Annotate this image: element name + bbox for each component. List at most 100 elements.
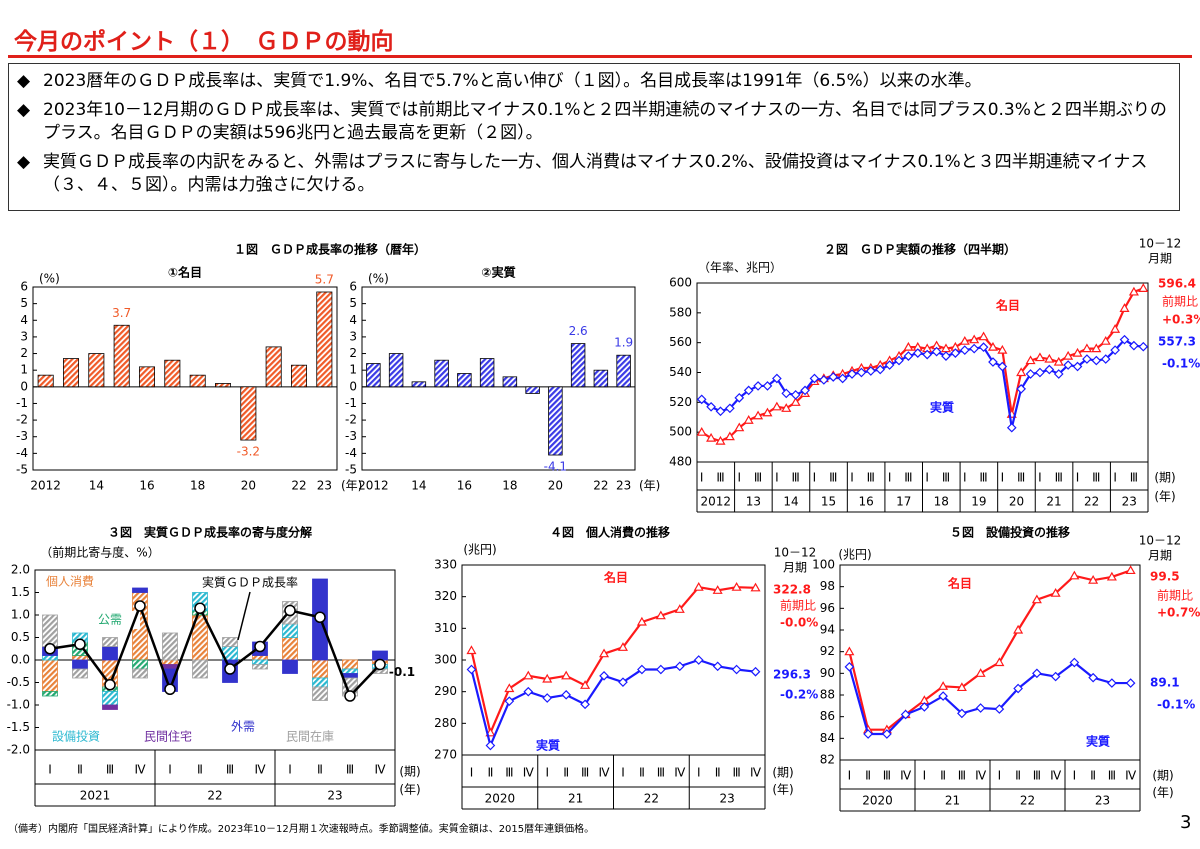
series-label: 実質 — [1086, 734, 1110, 749]
bar-segment — [312, 677, 328, 688]
y-tick-label: 5 — [20, 296, 28, 310]
marker — [194, 602, 206, 614]
marker — [466, 664, 477, 675]
year-label: 2012 — [701, 495, 732, 509]
x-tick-label: 22 — [291, 479, 306, 493]
bar — [37, 374, 54, 388]
year-label: 15 — [821, 495, 836, 509]
marker — [903, 351, 914, 361]
x-tick-label: Ⅳ — [134, 763, 145, 777]
value-label: 1.9 — [614, 336, 633, 350]
x-unit: (年) — [639, 479, 660, 493]
x-tick-label: Ⅳ — [750, 766, 761, 780]
marker — [706, 432, 717, 442]
y-tick-label: 100 — [812, 558, 835, 572]
x-tick-label: Ⅲ — [657, 766, 665, 780]
x-tick-label: Ⅳ — [598, 766, 609, 780]
marker — [1100, 354, 1111, 364]
x-tick-label: Ⅰ — [700, 471, 704, 485]
bar-segment — [102, 646, 118, 661]
x-tick-label: Ⅲ — [505, 766, 513, 780]
x-tick-label: Ⅲ — [979, 471, 987, 485]
y-tick-label: 270 — [434, 748, 457, 762]
marker — [1072, 347, 1083, 357]
x-tick-label: Ⅲ — [581, 766, 589, 780]
y-tick-label: 6 — [349, 280, 357, 294]
marker — [743, 385, 754, 396]
bar — [502, 376, 518, 388]
y-tick-label: 0.5 — [11, 630, 30, 644]
bar-segment — [132, 659, 148, 670]
bar-segment — [132, 587, 148, 593]
y-tick-label: 480 — [669, 455, 692, 469]
legend-label: 公需 — [98, 613, 122, 627]
marker — [1138, 283, 1149, 292]
marker — [988, 357, 998, 367]
bar — [189, 374, 206, 388]
bar-segment — [42, 614, 58, 647]
period-label: 10－12 — [1139, 237, 1182, 251]
legend-label: 民間在庫 — [286, 730, 334, 744]
marker — [1044, 364, 1055, 375]
marker — [941, 351, 951, 361]
x-tick-label: Ⅰ — [1073, 769, 1077, 783]
x-tick-label: Ⅱ — [1015, 769, 1021, 783]
bar-segment — [72, 655, 88, 661]
marker — [1069, 657, 1080, 668]
x-tick-label: 22 — [593, 479, 608, 493]
period-label: 10－12 — [774, 546, 817, 560]
x-tick-label: Ⅰ — [998, 769, 1002, 783]
marker — [790, 397, 801, 406]
chart-title: ５図 設備投資の推移 — [950, 525, 1070, 540]
year-label: 22 — [644, 792, 659, 806]
panel-subtitle: ①名目 — [168, 265, 202, 280]
y-tick-label: -5 — [345, 463, 357, 477]
value-label: 3.7 — [112, 306, 131, 320]
bar-segment — [102, 691, 118, 706]
marker — [284, 604, 296, 617]
x-tick-label: Ⅰ — [697, 766, 701, 780]
series-line — [848, 569, 1131, 731]
y-tick-label: 520 — [669, 395, 692, 409]
marker — [731, 664, 742, 675]
x-tick-label: Ⅰ — [621, 766, 625, 780]
marker — [957, 708, 967, 719]
x-tick-label: Ⅳ — [523, 766, 534, 780]
year-label: 13 — [746, 495, 761, 509]
x-tick-label: Ⅳ — [900, 769, 911, 783]
x-tick-label: Ⅱ — [865, 769, 871, 783]
y-tick-label: 1.5 — [11, 585, 30, 599]
marker — [987, 341, 999, 351]
y-tick-label: 320 — [434, 589, 457, 603]
marker — [504, 696, 515, 707]
y-axis-label: （前期比寄与度、%） — [40, 545, 159, 560]
x-tick-label: Ⅰ — [1001, 471, 1005, 485]
change-label: -0.1% — [1157, 698, 1195, 712]
marker — [1100, 335, 1111, 345]
x-tick-label: Ⅰ — [48, 763, 52, 777]
x-unit2: (年) — [399, 783, 420, 797]
marker — [164, 683, 176, 695]
y-tick-label: 0 — [20, 379, 28, 393]
marker — [863, 729, 873, 739]
bar-segment — [222, 637, 238, 647]
x-tick-label: Ⅰ — [288, 763, 292, 777]
marker — [523, 670, 534, 680]
y-tick-label: 600 — [669, 276, 692, 290]
marker — [1138, 341, 1149, 352]
y-tick-label: -2.0 — [7, 743, 30, 757]
marker — [959, 335, 970, 345]
y-tick-label: 0.0 — [11, 653, 30, 667]
x-tick-label: 18 — [502, 479, 517, 493]
marker — [374, 658, 386, 671]
marker — [994, 704, 1005, 714]
bullet: 2023年10－12月期のＧＤＰ成長率は、実質では前期比マイナス0.1%と２四半… — [17, 99, 1171, 145]
marker — [724, 431, 735, 441]
last-value-label: 296.3 — [773, 668, 811, 682]
marker — [254, 640, 266, 653]
bar-segment — [342, 673, 358, 679]
x-tick-label: Ⅰ — [850, 471, 854, 485]
x-tick-label: Ⅲ — [732, 766, 740, 780]
bar-segment — [252, 659, 268, 665]
bar-segment — [342, 659, 358, 670]
